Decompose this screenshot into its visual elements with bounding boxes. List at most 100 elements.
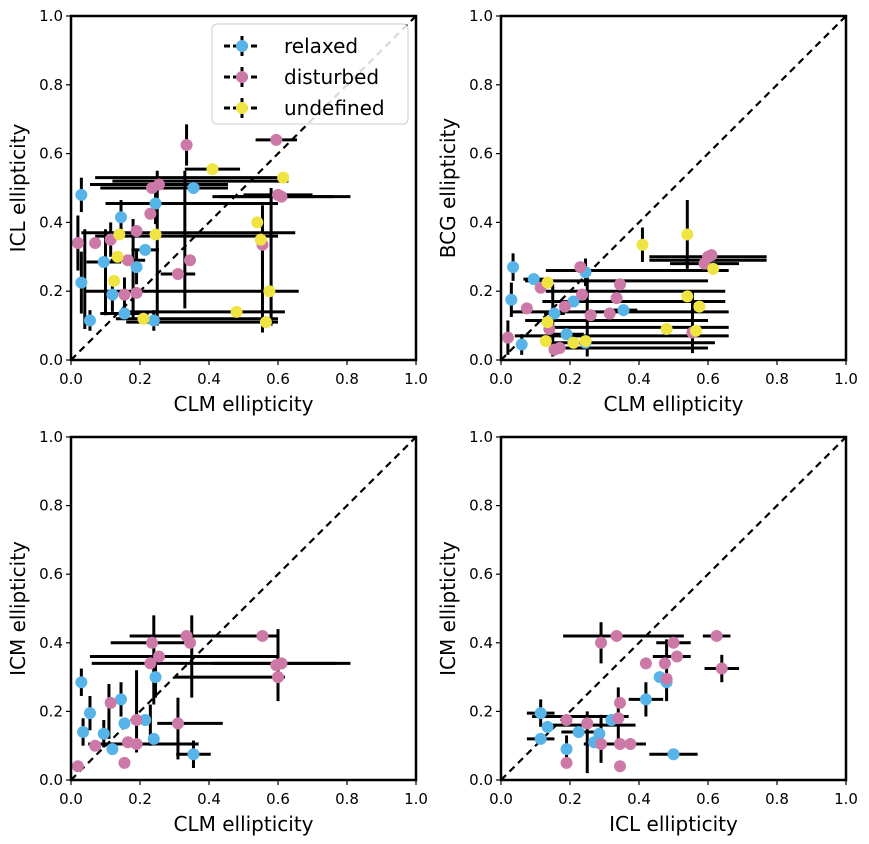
point-disturbed — [130, 713, 143, 726]
point-relaxed — [572, 725, 585, 738]
point-disturbed — [670, 650, 683, 663]
y-tick-label: 1.0 — [469, 7, 493, 25]
point-disturbed — [614, 760, 627, 773]
point-relaxed — [667, 748, 680, 761]
point-relaxed — [147, 314, 160, 327]
legend-marker-relaxed — [236, 40, 248, 52]
point-undefined — [579, 335, 592, 348]
point-disturbed — [152, 650, 165, 663]
x-tick-label: 0.2 — [128, 370, 152, 388]
y-tick-label: 0.0 — [469, 351, 493, 369]
legend-marker-undefined — [236, 102, 248, 114]
y-tick-label: 0.0 — [39, 351, 63, 369]
x-tick-label: 0.4 — [627, 370, 651, 388]
axes-frame — [69, 14, 418, 362]
y-tick-label: 0.4 — [469, 634, 493, 652]
point-undefined — [636, 238, 649, 251]
point-disturbed — [501, 331, 514, 344]
x-tick-label: 0.2 — [128, 790, 152, 808]
point-undefined — [567, 336, 580, 349]
x-tick-label: 0.6 — [266, 370, 290, 388]
y-tick-label: 0.8 — [39, 497, 63, 515]
x-tick-label: 0.8 — [335, 790, 359, 808]
point-undefined — [689, 324, 702, 337]
point-disturbed — [104, 696, 117, 709]
point-relaxed — [83, 707, 96, 720]
y-tick-label: 0.8 — [39, 76, 63, 94]
point-undefined — [681, 228, 694, 241]
point-disturbed — [576, 288, 589, 301]
point-relaxed — [115, 211, 128, 224]
point-relaxed — [541, 720, 554, 733]
point-relaxed — [639, 693, 652, 706]
point-disturbed — [118, 288, 131, 301]
point-disturbed — [146, 636, 159, 649]
y-tick-label: 1.0 — [39, 428, 63, 446]
point-disturbed — [612, 712, 625, 725]
point-disturbed — [130, 225, 143, 237]
point-undefined — [707, 262, 720, 275]
x-axis-label: ICL ellipticity — [609, 812, 738, 836]
point-disturbed — [171, 268, 184, 280]
point-relaxed — [560, 743, 573, 756]
point-disturbed — [275, 190, 288, 203]
point-disturbed — [710, 629, 723, 642]
point-undefined — [541, 316, 554, 329]
panel-4: 0.0 0.2 0.4 0.6 0.8 1.0 0.0 0.2 0.4 0.6 0.8 1.0 ICL … — [436, 428, 858, 836]
point-relaxed — [147, 732, 160, 745]
point-relaxed — [97, 255, 110, 268]
x-axis-label: CLM ellipticity — [173, 812, 313, 836]
point-relaxed — [83, 314, 96, 327]
y-tick-label: 0.6 — [39, 565, 63, 583]
x-axis-label: CLM ellipticity — [603, 392, 743, 416]
point-undefined — [137, 312, 150, 325]
point-undefined — [149, 228, 162, 241]
point-relaxed — [139, 713, 152, 726]
point-undefined — [681, 290, 694, 303]
x-tick-label: 0.6 — [696, 370, 720, 388]
point-undefined — [206, 163, 219, 176]
y-tick-label: 0.6 — [39, 145, 63, 163]
point-relaxed — [97, 727, 110, 740]
y-tick-label: 0.8 — [469, 76, 493, 94]
point-disturbed — [152, 178, 165, 191]
point-disturbed — [121, 254, 134, 267]
y-tick-label: 0.2 — [469, 282, 493, 300]
x-tick-label: 0.4 — [197, 790, 221, 808]
diagonal-line — [500, 15, 847, 361]
point-undefined — [251, 216, 264, 229]
axes-frame — [69, 435, 418, 782]
point-undefined — [263, 285, 276, 298]
x-tick-label: 0.0 — [489, 790, 513, 808]
point-disturbed — [275, 657, 288, 670]
point-disturbed — [610, 292, 623, 305]
y-tick-label: 1.0 — [469, 428, 493, 446]
y-axis-label: ICL ellipticity — [6, 124, 30, 253]
x-tick-label: 1.0 — [834, 370, 858, 388]
point-disturbed — [624, 737, 637, 750]
point-disturbed — [595, 636, 608, 649]
point-disturbed — [144, 657, 157, 670]
point-disturbed — [584, 309, 597, 322]
point-relaxed — [534, 707, 547, 720]
x-tick-label: 1.0 — [404, 370, 428, 388]
diagonal-line — [70, 436, 417, 781]
point-disturbed — [104, 233, 117, 246]
point-disturbed — [595, 737, 608, 750]
point-disturbed — [71, 237, 84, 250]
y-tick-label: 1.0 — [39, 7, 63, 25]
point-relaxed — [534, 732, 547, 745]
x-tick-label: 0.8 — [335, 370, 359, 388]
point-undefined — [277, 171, 290, 184]
x-tick-label: 0.0 — [59, 790, 83, 808]
x-tick-label: 0.2 — [558, 370, 582, 388]
point-disturbed — [581, 717, 594, 730]
axes-frame — [499, 435, 848, 782]
x-tick-label: 0.2 — [558, 790, 582, 808]
y-tick-label: 0.8 — [469, 497, 493, 515]
point-disturbed — [667, 636, 680, 649]
y-tick-label: 0.6 — [469, 145, 493, 163]
point-disturbed — [144, 207, 157, 220]
point-relaxed — [149, 197, 162, 210]
